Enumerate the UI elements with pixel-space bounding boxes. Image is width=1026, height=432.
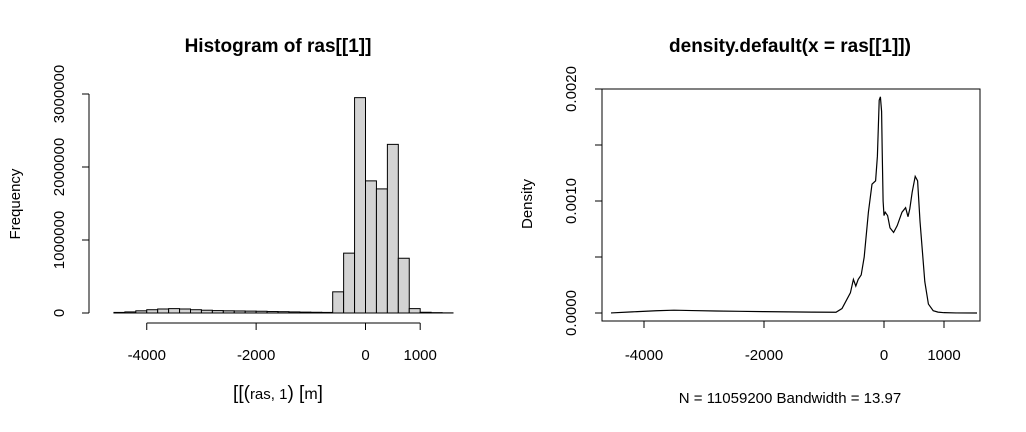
histogram-x-tick-label: -4000: [128, 347, 166, 364]
histogram-bar: [124, 311, 137, 314]
histogram-y-axis-label: Frequency: [7, 168, 24, 239]
histogram-bar: [244, 310, 257, 314]
density-x-tick-label: 1000: [927, 347, 960, 364]
histogram-bar: [200, 309, 213, 314]
histogram-title: Histogram of ras[[1]]: [185, 36, 372, 57]
histogram-xlabel-open-brackets: [[: [233, 383, 244, 404]
density-x-axis: -4000 -2000 0 1000: [625, 321, 961, 364]
histogram-y-tick-label: 3000000: [51, 65, 68, 123]
histogram-xlabel-unit: m: [304, 386, 317, 403]
density-panel: density.default(x = ras[[1]]) Density N …: [519, 36, 981, 407]
histogram-xlabel-args: ras, 1: [250, 386, 288, 403]
density-y-axis-label: Density: [519, 178, 536, 229]
histogram-xlabel-close-bracket: ]: [318, 383, 323, 404]
histogram-x-tick-label: -2000: [237, 347, 275, 364]
histogram-bar: [397, 257, 410, 314]
density-y-tick-label: 0.0020: [563, 66, 580, 112]
histogram-bar: [255, 310, 268, 314]
histogram-bar: [386, 143, 399, 314]
histogram-bar: [332, 291, 345, 314]
density-y-tick-label: 0.0000: [563, 290, 580, 336]
histogram-x-axis-label: [[(ras, 1) [m]: [233, 383, 323, 404]
histogram-bar: [321, 311, 334, 314]
histogram-bar: [146, 309, 159, 314]
histogram-xlabel-open-bracket: [: [294, 383, 305, 404]
histogram-bar: [299, 311, 312, 314]
histogram-x-axis: -4000 -2000 0 1000: [128, 322, 437, 364]
histogram-bar: [222, 310, 235, 314]
density-x-tick-label: 0: [880, 347, 888, 364]
histogram-xlabel-open-paren: (: [244, 383, 251, 404]
histogram-bar: [288, 311, 301, 314]
histogram-bar: [375, 188, 388, 314]
histogram-bar: [343, 252, 356, 314]
histogram-xlabel-close-paren: ): [287, 383, 293, 404]
histogram-y-tick-label: 0: [51, 309, 68, 317]
histogram-panel: Histogram of ras[[1]] Frequency [[(ras, …: [7, 36, 454, 404]
histogram-bar: [419, 311, 432, 314]
histogram-bar: [190, 309, 202, 314]
histogram-x-tick-label: 0: [361, 347, 369, 364]
histogram-y-tick-label: 1000000: [51, 211, 68, 269]
histogram-bar: [168, 308, 181, 314]
histogram-bar: [354, 97, 366, 314]
histogram-bar: [211, 310, 224, 314]
density-y-axis: 0.0000 0.0010 0.0020: [563, 66, 602, 336]
histogram-x-tick-label: 1000: [404, 347, 437, 364]
histogram-bar: [179, 308, 191, 314]
density-x-axis-label: N = 11059200 Bandwidth = 13.97: [679, 390, 901, 407]
histogram-bar: [266, 311, 279, 314]
density-plot-frame: [601, 88, 981, 322]
density-title: density.default(x = ras[[1]]): [669, 36, 911, 57]
histogram-bar: [233, 310, 246, 314]
density-curve: [610, 96, 978, 314]
histogram-bar: [157, 308, 170, 314]
histogram-bar: [310, 311, 323, 314]
histogram-bar: [277, 311, 290, 314]
histogram-y-axis: 0 1000000 2000000 3000000: [51, 65, 90, 317]
histogram-bars: [113, 97, 454, 314]
histogram-bar: [408, 308, 421, 314]
density-x-tick-label: -2000: [745, 347, 783, 364]
histogram-bar: [113, 311, 126, 314]
density-x-tick-label: -4000: [625, 347, 663, 364]
density-y-tick-label: 0.0010: [563, 178, 580, 224]
histogram-y-tick-label: 2000000: [51, 138, 68, 196]
histogram-bar: [135, 310, 148, 314]
histogram-bar: [365, 180, 377, 314]
